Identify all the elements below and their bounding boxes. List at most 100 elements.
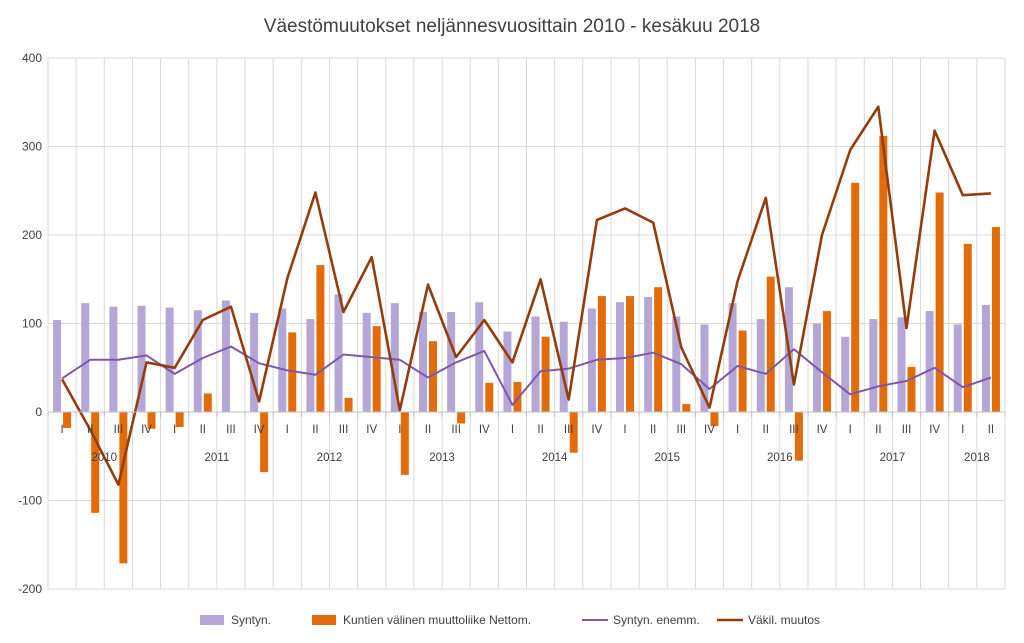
x-tick-label: IV [591, 424, 602, 436]
legend-label: Kuntien välinen muuttoliike Nettom. [343, 613, 531, 627]
x-tick-label: II [87, 424, 93, 436]
x-tick-label: I [736, 424, 739, 436]
bar-syntyn [531, 316, 540, 412]
bar-muuttoliike [935, 192, 944, 412]
x-tick-label: I [961, 424, 964, 436]
legend-swatch [200, 615, 224, 625]
bar-syntyn [503, 331, 512, 412]
x-tick-label: III [339, 424, 349, 436]
bar-syntyn [475, 302, 484, 412]
bar-muuttoliike [91, 412, 100, 513]
bar-syntyn [390, 303, 399, 412]
bar-muuttoliike [316, 265, 325, 412]
bar-syntyn [672, 316, 681, 412]
x-tick-label: I [286, 424, 289, 436]
y-tick-label: 300 [22, 140, 42, 154]
x-tick-label: IV [929, 424, 940, 436]
bar-syntyn [137, 305, 146, 412]
year-label: 2014 [542, 452, 568, 464]
x-tick-label: II [988, 424, 994, 436]
bar-muuttoliike [63, 412, 72, 428]
x-tick-label: III [902, 424, 912, 436]
line-layer [60, 105, 992, 486]
bar-syntyn [587, 308, 596, 412]
year-label: 2015 [654, 452, 680, 464]
x-tick-label: IV [817, 424, 828, 436]
bar-syntyn [925, 311, 934, 412]
bar-muuttoliike [428, 341, 437, 412]
bar-muuttoliike [626, 296, 635, 412]
bar-muuttoliike [597, 296, 606, 412]
bar-muuttoliike [119, 412, 128, 564]
x-tick-label: III [451, 424, 461, 436]
line-syntyn-enemm [61, 345, 992, 406]
x-tick-label: II [650, 424, 656, 436]
bar-syntyn [559, 321, 568, 412]
bar-muuttoliike [485, 382, 494, 412]
bar-syntyn [756, 319, 765, 412]
bar-syntyn [869, 319, 878, 412]
x-tick-label: I [398, 424, 401, 436]
bar-muuttoliike [963, 243, 972, 412]
bar-syntyn [53, 319, 62, 412]
x-tick-label: II [200, 424, 206, 436]
x-tick-label: I [849, 424, 852, 436]
legend-label: Syntyn. enemm. [613, 613, 700, 627]
y-tick-label: 400 [22, 51, 42, 65]
bar-muuttoliike [457, 412, 466, 424]
bar-muuttoliike [569, 412, 578, 453]
x-tick-label: IV [479, 424, 490, 436]
x-tick-label: II [763, 424, 769, 436]
bar-muuttoliike [738, 330, 747, 412]
bar-syntyn [362, 312, 371, 412]
x-tick-label: IV [366, 424, 377, 436]
year-label: 2012 [317, 452, 343, 464]
x-tick-label: III [564, 424, 574, 436]
bar-muuttoliike [541, 336, 550, 412]
bar-muuttoliike [147, 412, 156, 429]
y-tick-label: 100 [22, 317, 42, 331]
bar-muuttoliike [372, 326, 381, 412]
year-label: 2017 [880, 452, 906, 464]
bar-syntyn [334, 294, 343, 412]
legend-label: Väkil. muutos [748, 613, 820, 627]
bar-muuttoliike [344, 397, 353, 412]
bar-syntyn [278, 308, 287, 412]
bar-muuttoliike [991, 227, 1000, 412]
bar-muuttoliike [710, 412, 719, 427]
bar-muuttoliike [823, 311, 832, 412]
y-tick-label: 200 [22, 228, 42, 242]
bar-syntyn [250, 312, 259, 412]
x-tick-label: IV [141, 424, 152, 436]
x-tick-label: I [173, 424, 176, 436]
bar-syntyn [81, 303, 90, 412]
bar-muuttoliike [203, 393, 212, 412]
bar-syntyn [981, 304, 990, 412]
x-tick-label: III [677, 424, 687, 436]
x-tick-label: III [789, 424, 799, 436]
x-tick-label: I [511, 424, 514, 436]
bar-muuttoliike [260, 412, 269, 473]
bar-muuttoliike [513, 381, 522, 412]
bar-syntyn [953, 324, 962, 412]
year-label: 2010 [91, 452, 117, 464]
bar-syntyn [841, 336, 850, 412]
bar-muuttoliike [175, 412, 184, 428]
bar-muuttoliike [907, 366, 916, 412]
bar-syntyn [897, 317, 906, 412]
year-label: 2013 [429, 452, 455, 464]
bar-muuttoliike [766, 276, 775, 412]
bar-muuttoliike [851, 182, 860, 412]
bar-syntyn [165, 307, 174, 412]
x-tick-label: III [114, 424, 124, 436]
bar-syntyn [728, 303, 737, 412]
bar-muuttoliike [400, 412, 409, 475]
year-label: 2018 [964, 452, 990, 464]
legend-label: Syntyn. [231, 613, 271, 627]
bar-muuttoliike [682, 404, 691, 412]
x-tick-label: I [60, 424, 63, 436]
x-tick-label: II [425, 424, 431, 436]
